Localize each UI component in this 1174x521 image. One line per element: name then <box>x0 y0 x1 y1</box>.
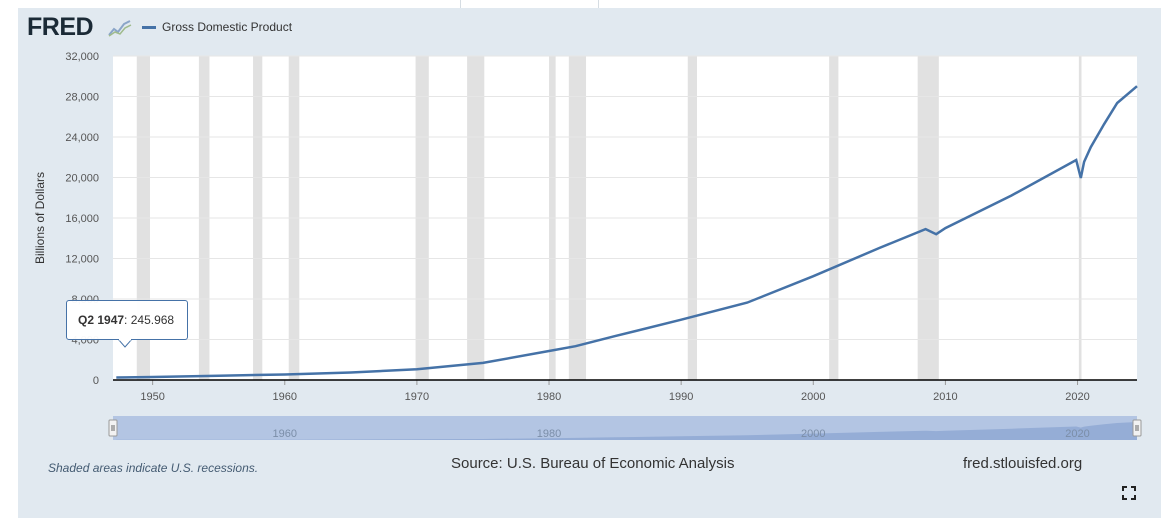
y-axis-label: Billions of Dollars <box>33 172 47 264</box>
navigator-handle-right[interactable] <box>1132 419 1142 437</box>
data-tooltip: Q2 1947: 245.968 <box>66 300 188 340</box>
navigator-tick-label: 2000 <box>801 428 825 440</box>
legend-label: Gross Domestic Product <box>162 20 293 34</box>
y-tick-label: 28,000 <box>65 92 99 104</box>
tooltip-value: 245.968 <box>130 313 175 327</box>
x-tick-label: 1990 <box>669 391 693 403</box>
y-tick-label: 12,000 <box>65 254 99 266</box>
plot-area: 04,0008,00012,00016,00020,00024,00028,00… <box>33 51 1138 403</box>
navigator-tick-label: 2020 <box>1065 428 1089 440</box>
tooltip-pointer <box>118 339 132 348</box>
tab-divider <box>460 0 461 8</box>
x-tick-label: 1950 <box>140 391 164 403</box>
navigator-tick-label: 1980 <box>537 428 561 440</box>
x-tick-label: 1960 <box>273 391 297 403</box>
navigator-handle-left[interactable] <box>108 419 118 437</box>
legend-swatch <box>142 25 156 29</box>
navigator-series-area <box>116 422 1138 440</box>
x-tick-label: 1970 <box>405 391 429 403</box>
navigator-tick-label: 1960 <box>273 428 297 440</box>
fred-chart-icon <box>108 20 132 37</box>
recession-footnote: Shaded areas indicate U.S. recessions. <box>48 461 259 475</box>
source-link[interactable]: Source: U.S. Bureau of Economic Analysis <box>451 455 735 472</box>
y-tick-label: 20,000 <box>65 173 99 185</box>
x-tick-label: 1980 <box>537 391 561 403</box>
tab-divider <box>598 0 599 8</box>
site-link[interactable]: fred.stlouisfed.org <box>963 455 1083 472</box>
tooltip-separator: : <box>124 313 131 327</box>
y-tick-label: 32,000 <box>65 51 99 63</box>
x-tick-label: 2010 <box>933 391 957 403</box>
y-tick-label: 16,000 <box>65 213 99 225</box>
navigator[interactable]: 1960 1980 2000 2020 <box>108 416 1142 440</box>
series-line-gdp[interactable] <box>116 85 1138 379</box>
fullscreen-icon[interactable] <box>1122 486 1136 500</box>
legend[interactable]: Gross Domestic Product <box>142 20 292 34</box>
y-tick-label: 0 <box>93 375 99 387</box>
tooltip-period: Q2 1947 <box>78 313 125 327</box>
x-tick-label: 2020 <box>1065 391 1089 403</box>
x-tick-label: 2000 <box>801 391 825 403</box>
y-tick-label: 24,000 <box>65 132 99 144</box>
fred-logo[interactable]: FRED <box>27 13 94 41</box>
